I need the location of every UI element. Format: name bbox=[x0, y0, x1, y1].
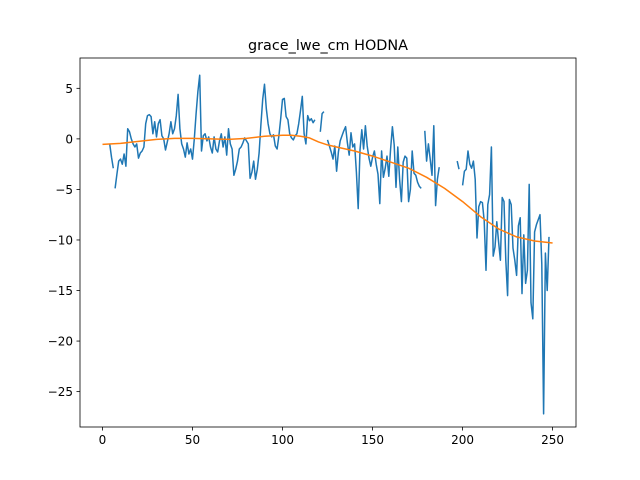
plot-frame bbox=[79, 57, 577, 428]
y-tick-label: 0 bbox=[65, 132, 73, 146]
x-tick-label: 0 bbox=[99, 433, 107, 447]
x-tick-label: 150 bbox=[361, 433, 384, 447]
y-tick-label: −25 bbox=[48, 385, 73, 399]
x-axis: 0 50 100 150 200 250 bbox=[99, 427, 564, 447]
chart-title: grace_lwe_cm HODNA bbox=[248, 38, 408, 54]
y-tick-label: −5 bbox=[55, 183, 73, 197]
y-tick-label: −10 bbox=[48, 233, 73, 247]
y-axis: 5 0 −5 −10 −15 −20 −25 bbox=[48, 82, 80, 399]
series-line-1 bbox=[102, 134, 553, 244]
series-line-0 bbox=[108, 74, 550, 415]
y-tick-label: −15 bbox=[48, 284, 73, 298]
x-tick-label: 250 bbox=[541, 433, 564, 447]
y-tick-label: −20 bbox=[48, 335, 73, 349]
y-tick-label: 5 bbox=[65, 82, 73, 96]
plot-area bbox=[102, 74, 553, 415]
x-tick-label: 50 bbox=[185, 433, 200, 447]
x-tick-label: 200 bbox=[451, 433, 474, 447]
x-tick-label: 100 bbox=[271, 433, 294, 447]
